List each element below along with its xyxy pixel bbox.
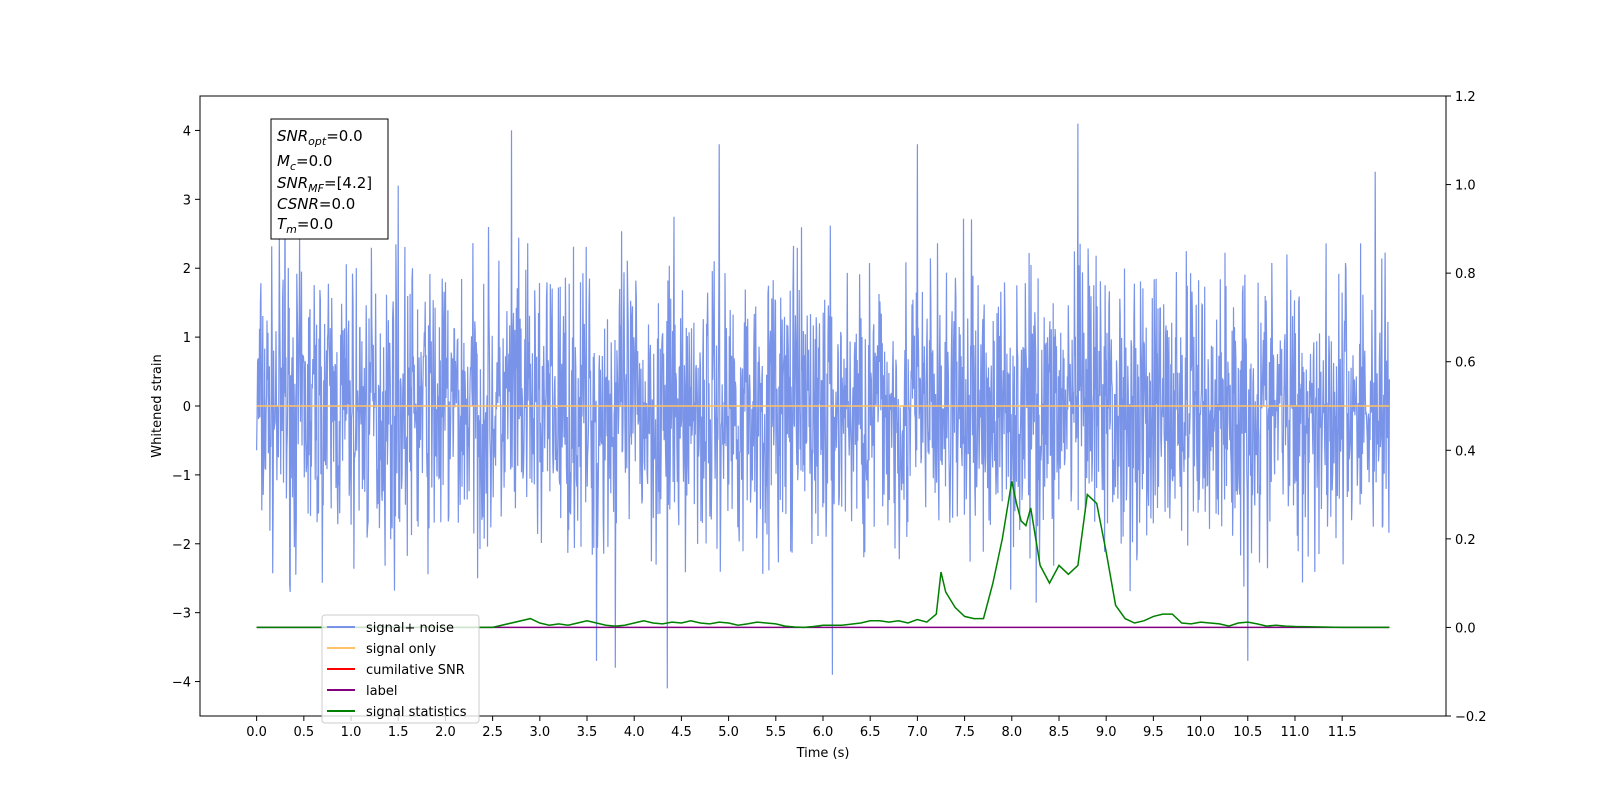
y-tick-label: 2 — [183, 262, 191, 277]
x-tick-label: 11.5 — [1328, 725, 1357, 740]
y-tick-label: 3 — [183, 193, 191, 208]
x-tick-label: 2.0 — [435, 725, 456, 740]
x-tick-label: 5.0 — [718, 725, 739, 740]
plot-layer — [256, 123, 1391, 689]
x-tick-label: 1.5 — [388, 725, 409, 740]
y2-tick-label: 0.4 — [1455, 444, 1476, 459]
x-tick-label: 6.0 — [813, 725, 834, 740]
annotation-box: SNRopt=0.0 Mc=0.0 SNRMF=[4.2] CSNR=0.0 T… — [270, 118, 389, 240]
x-tick-label: 3.5 — [577, 725, 598, 740]
legend-label-signal-statistics: signal statistics — [366, 705, 467, 720]
legend-label-cumilative-snr: cumilative SNR — [366, 663, 465, 678]
csnr-text: CSNR=0.0 — [277, 195, 355, 213]
x-tick-label: 0.0 — [246, 725, 267, 740]
x-tick-label: 1.0 — [341, 725, 362, 740]
y2-tick-label: 1.2 — [1455, 90, 1476, 105]
y2-tick-label: 0.0 — [1455, 621, 1476, 636]
x-tick-label: 5.5 — [765, 725, 786, 740]
y-tick-label: −4 — [172, 676, 191, 691]
y2-tick-label: −0.2 — [1455, 710, 1487, 725]
y-tick-label: −3 — [172, 607, 191, 622]
x-tick-label: 7.0 — [907, 725, 928, 740]
y-tick-label: 0 — [183, 400, 191, 415]
y2-tick-label: 0.6 — [1455, 356, 1476, 371]
x-tick-label: 8.0 — [1001, 725, 1022, 740]
x-tick-label: 0.5 — [293, 725, 314, 740]
x-tick-label: 4.0 — [624, 725, 645, 740]
mc-text: Mc=0.0 — [277, 152, 332, 173]
x-tick-label: 2.5 — [482, 725, 503, 740]
y2-tick-label: 0.8 — [1455, 267, 1476, 282]
y-tick-label: −2 — [172, 538, 191, 553]
ticks-layer: 0.0 0.5 1.0 1.5 2.0 2.5 3.0 3.5 4.0 4.5 5.0 5.5 6.0 6… — [172, 90, 1487, 740]
y2-tick-label: 1.0 — [1455, 179, 1476, 194]
x-tick-label: 6.5 — [860, 725, 881, 740]
x-tick-label: 10.0 — [1186, 725, 1215, 740]
snr-opt-text: SNRopt=0.0 — [277, 127, 363, 148]
x-tick-label: 10.5 — [1233, 725, 1262, 740]
legend-label-signal-only: signal only — [366, 642, 436, 657]
y-tick-label: 1 — [183, 331, 191, 346]
y-axis-title: Whitened strain — [150, 354, 165, 457]
y2-tick-label: 0.2 — [1455, 533, 1476, 548]
series-signal-noise-line — [256, 123, 1391, 689]
y-tick-label: 4 — [183, 124, 191, 139]
legend: signal+ noise signal only cumilative SNR… — [321, 614, 480, 724]
legend-label-label: label — [366, 684, 397, 699]
x-tick-label: 9.5 — [1143, 725, 1164, 740]
x-tick-label: 7.5 — [954, 725, 975, 740]
x-axis-title: Time (s) — [796, 746, 850, 761]
x-tick-label: 9.0 — [1096, 725, 1117, 740]
snr-mf-text: SNRMF=[4.2] — [277, 174, 372, 195]
x-tick-label: 8.5 — [1049, 725, 1070, 740]
x-tick-label: 11.0 — [1280, 725, 1309, 740]
x-tick-label: 4.5 — [671, 725, 692, 740]
tm-text: Tm=0.0 — [277, 215, 333, 236]
series-signal-statistics-line — [256, 481, 1390, 629]
x-tick-label: 3.0 — [529, 725, 550, 740]
legend-label-signal-noise: signal+ noise — [366, 621, 454, 636]
y-tick-label: −1 — [172, 469, 191, 484]
